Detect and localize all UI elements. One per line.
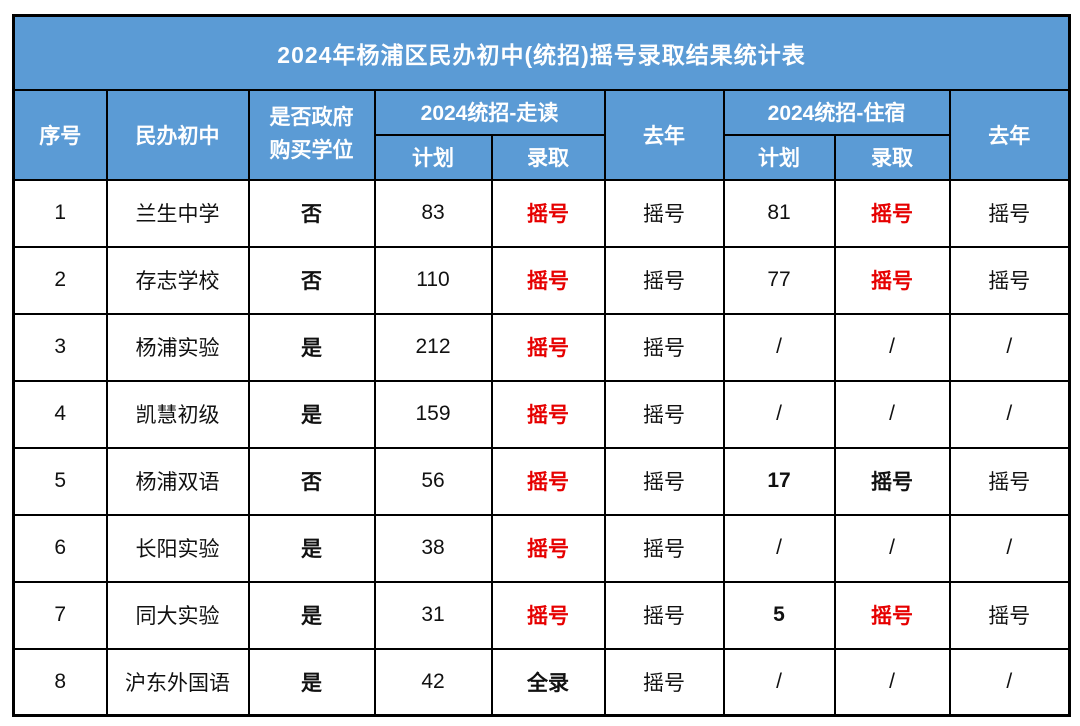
- cell-school: 沪东外国语: [105, 647, 250, 717]
- cell-board-lastyear: 摇号: [948, 178, 1071, 248]
- cell-seq: 2: [12, 245, 108, 315]
- cell-board-admit: 摇号: [833, 580, 951, 650]
- col-header-gov-purchase: 是否政府 购买学位: [247, 88, 376, 181]
- title-row: 2024年杨浦区民办初中(统招)摇号录取结果统计表: [12, 14, 1071, 91]
- cell-gov: 否: [247, 245, 376, 315]
- cell-day-lastyear: 摇号: [603, 178, 725, 248]
- col-header-day-lastyear: 去年: [603, 88, 725, 181]
- cell-day-admit: 摇号: [490, 446, 606, 516]
- cell-gov: 是: [247, 513, 376, 583]
- cell-board-admit: 摇号: [833, 245, 951, 315]
- cell-board-lastyear: /: [948, 379, 1071, 449]
- cell-seq: 3: [12, 312, 108, 382]
- header-row-2: 计划 录取 计划 录取: [14, 133, 1070, 181]
- cell-school: 存志学校: [105, 245, 250, 315]
- cell-school: 长阳实验: [105, 513, 250, 583]
- cell-day-admit: 摇号: [490, 513, 606, 583]
- cell-day-plan: 38: [373, 513, 493, 583]
- page-title: 2024年杨浦区民办初中(统招)摇号录取结果统计表: [12, 14, 1071, 91]
- table-row: 2 存志学校 否 110 摇号 摇号 77 摇号 摇号: [12, 245, 1071, 315]
- admission-stats-table: 2024年杨浦区民办初中(统招)摇号录取结果统计表 序号 民办初中 是否政府 购…: [12, 14, 1072, 717]
- cell-board-plan: 17: [722, 446, 836, 516]
- cell-board-lastyear: /: [948, 647, 1071, 717]
- cell-board-lastyear: /: [948, 513, 1071, 583]
- cell-day-lastyear: 摇号: [603, 513, 725, 583]
- cell-school: 凯慧初级: [105, 379, 250, 449]
- cell-board-plan: 77: [722, 245, 836, 315]
- cell-seq: 6: [12, 513, 108, 583]
- cell-board-admit: /: [833, 379, 951, 449]
- cell-day-plan: 110: [373, 245, 493, 315]
- cell-board-plan: /: [722, 647, 836, 717]
- col-header-gov-line1: 是否政府: [269, 105, 354, 129]
- cell-day-admit: 摇号: [490, 379, 606, 449]
- cell-day-lastyear: 摇号: [603, 379, 725, 449]
- cell-day-plan: 42: [373, 647, 493, 717]
- table-row: 8 沪东外国语 是 42 全录 摇号 / / /: [12, 647, 1071, 717]
- col-header-gov-line2: 购买学位: [269, 138, 354, 162]
- cell-day-admit: 摇号: [490, 245, 606, 315]
- cell-board-lastyear: 摇号: [948, 245, 1071, 315]
- cell-gov: 否: [247, 178, 376, 248]
- cell-seq: 5: [12, 446, 108, 516]
- table-row: 7 同大实验 是 31 摇号 摇号 5 摇号 摇号: [12, 580, 1071, 650]
- cell-day-lastyear: 摇号: [603, 647, 725, 717]
- cell-day-admit: 摇号: [490, 580, 606, 650]
- cell-board-admit: 摇号: [833, 446, 951, 516]
- cell-gov: 是: [247, 647, 376, 717]
- col-header-day-plan: 计划: [373, 133, 493, 181]
- cell-board-plan: 5: [722, 580, 836, 650]
- cell-gov: 是: [247, 379, 376, 449]
- cell-seq: 4: [12, 379, 108, 449]
- cell-board-plan: /: [722, 379, 836, 449]
- cell-board-admit: /: [833, 312, 951, 382]
- cell-gov: 是: [247, 580, 376, 650]
- table-row: 3 杨浦实验 是 212 摇号 摇号 / / /: [12, 312, 1071, 382]
- col-header-board-admit: 录取: [833, 133, 951, 181]
- cell-gov: 是: [247, 312, 376, 382]
- cell-day-plan: 159: [373, 379, 493, 449]
- cell-school: 杨浦双语: [105, 446, 250, 516]
- col-header-board-plan: 计划: [722, 133, 836, 181]
- cell-seq: 7: [12, 580, 108, 650]
- cell-day-plan: 56: [373, 446, 493, 516]
- table-row: 6 长阳实验 是 38 摇号 摇号 / / /: [12, 513, 1071, 583]
- cell-board-plan: /: [722, 312, 836, 382]
- cell-day-lastyear: 摇号: [603, 580, 725, 650]
- table-row: 4 凯慧初级 是 159 摇号 摇号 / / /: [12, 379, 1071, 449]
- table-row: 1 兰生中学 否 83 摇号 摇号 81 摇号 摇号: [12, 178, 1071, 248]
- cell-day-lastyear: 摇号: [603, 312, 725, 382]
- cell-board-lastyear: 摇号: [948, 580, 1071, 650]
- cell-seq: 8: [12, 647, 108, 717]
- col-header-school: 民办初中: [105, 88, 250, 181]
- cell-board-admit: 摇号: [833, 178, 951, 248]
- cell-school: 杨浦实验: [105, 312, 250, 382]
- cell-gov: 否: [247, 446, 376, 516]
- col-header-board-group: 2024统招-住宿: [722, 88, 951, 136]
- col-header-day-group: 2024统招-走读: [373, 88, 606, 136]
- cell-school: 同大实验: [105, 580, 250, 650]
- col-header-day-admit: 录取: [490, 133, 606, 181]
- cell-school: 兰生中学: [105, 178, 250, 248]
- header-row-1: 序号 民办初中 是否政府 购买学位 2024统招-走读 去年 2024统招-住宿…: [12, 88, 1071, 181]
- cell-day-admit: 摇号: [490, 178, 606, 248]
- col-header-board-lastyear: 去年: [948, 88, 1071, 181]
- cell-day-plan: 31: [373, 580, 493, 650]
- cell-board-admit: /: [833, 647, 951, 717]
- cell-day-plan: 212: [373, 312, 493, 382]
- cell-day-admit: 全录: [490, 647, 606, 717]
- table-row: 5 杨浦双语 否 56 摇号 摇号 17 摇号 摇号: [12, 446, 1071, 516]
- cell-board-admit: /: [833, 513, 951, 583]
- cell-day-lastyear: 摇号: [603, 446, 725, 516]
- cell-day-plan: 83: [373, 178, 493, 248]
- cell-board-lastyear: 摇号: [948, 446, 1071, 516]
- cell-board-plan: /: [722, 513, 836, 583]
- cell-board-plan: 81: [722, 178, 836, 248]
- cell-day-admit: 摇号: [490, 312, 606, 382]
- col-header-seq: 序号: [12, 88, 108, 181]
- cell-seq: 1: [12, 178, 108, 248]
- cell-board-lastyear: /: [948, 312, 1071, 382]
- cell-day-lastyear: 摇号: [603, 245, 725, 315]
